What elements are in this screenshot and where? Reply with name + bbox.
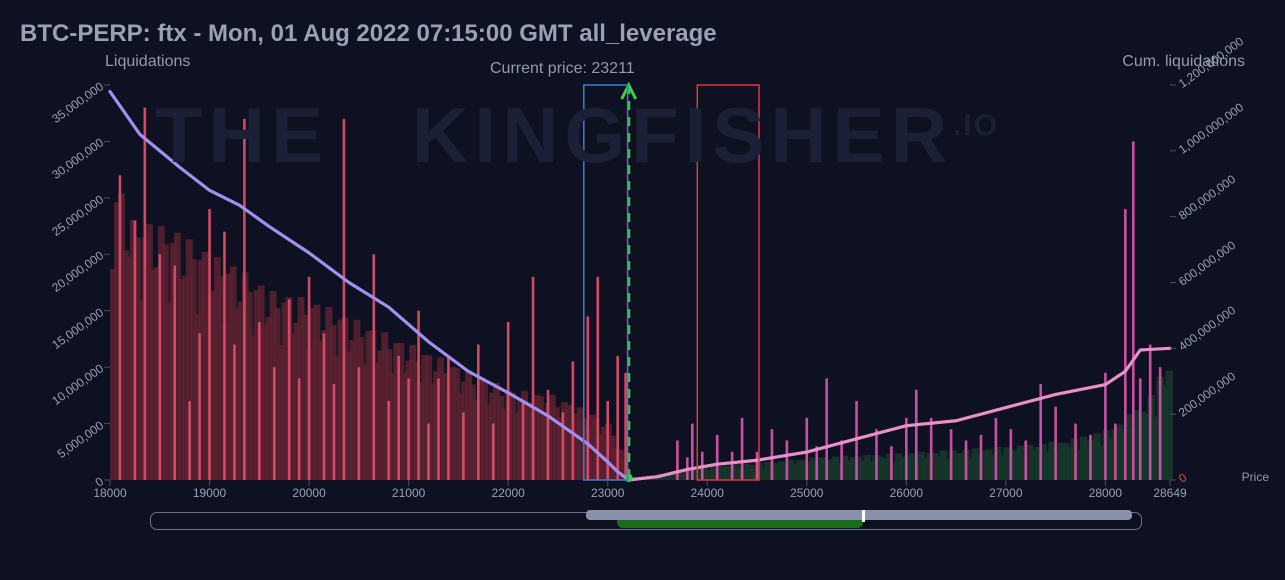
watermark-text: THE KINGFISHER.IO bbox=[155, 90, 999, 181]
current-price-label: Current price: 23211 bbox=[490, 60, 635, 78]
liquidation-chart-panel: { "title": "BTC-PERP: ftx - Mon, 01 Aug … bbox=[0, 0, 1285, 580]
x-tick: 20000 bbox=[292, 486, 325, 500]
x-tick: 21000 bbox=[392, 486, 425, 500]
y-right-tick: 400,000,000 bbox=[1176, 303, 1238, 354]
chart-title: BTC-PERP: ftx - Mon, 01 Aug 2022 07:15:0… bbox=[20, 20, 717, 48]
y-left-axis-label: Liquidations bbox=[105, 53, 190, 71]
y-left-tick: 20,000,000 bbox=[25, 249, 106, 313]
y-left-tick: 5,000,000 bbox=[25, 418, 106, 482]
x-tick: 18000 bbox=[93, 486, 126, 500]
x-tick: 24000 bbox=[691, 486, 724, 500]
x-tick: 27000 bbox=[989, 486, 1022, 500]
y-left-tick: 10,000,000 bbox=[25, 361, 106, 425]
y-left-tick: 30,000,000 bbox=[25, 136, 106, 200]
range-slider-handle[interactable] bbox=[862, 510, 865, 522]
x-tick: 19000 bbox=[193, 486, 226, 500]
x-tick: 28000 bbox=[1089, 486, 1122, 500]
y-right-tick: 200,000,000 bbox=[1176, 369, 1238, 420]
range-slider-thumb-bar[interactable] bbox=[586, 510, 1132, 520]
x-tick: 23000 bbox=[591, 486, 624, 500]
y-left-tick: 0 bbox=[25, 474, 106, 538]
x-tick: 22000 bbox=[491, 486, 524, 500]
x-tick: 28649 bbox=[1153, 486, 1186, 500]
y-right-tick: 600,000,000 bbox=[1176, 238, 1238, 289]
y-right-tick: 1,000,000,000 bbox=[1176, 100, 1246, 156]
y-left-tick: 15,000,000 bbox=[25, 305, 106, 369]
x-axis-label: Price bbox=[1242, 470, 1269, 484]
x-tick: 25000 bbox=[790, 486, 823, 500]
y-right-tick: 0 bbox=[1176, 470, 1190, 485]
y-left-tick: 35,000,000 bbox=[25, 79, 106, 143]
x-tick: 26000 bbox=[890, 486, 923, 500]
y-right-tick: 800,000,000 bbox=[1176, 172, 1238, 223]
y-left-tick: 25,000,000 bbox=[25, 192, 106, 256]
